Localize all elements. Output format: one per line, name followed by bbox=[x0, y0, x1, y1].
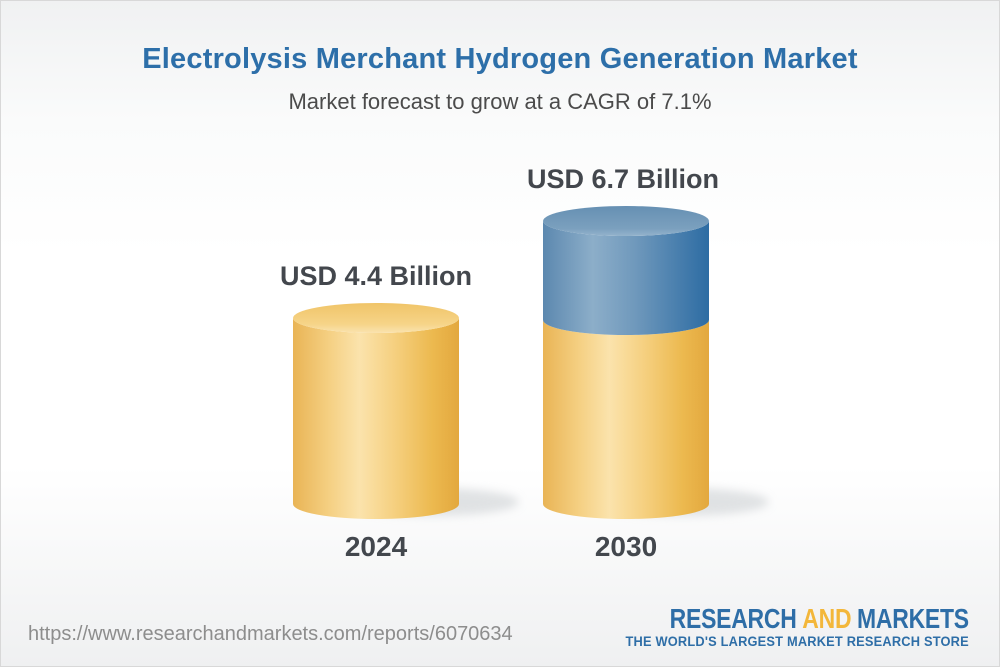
bar-2030-growth-segment bbox=[543, 221, 709, 335]
bar-2024-top-face bbox=[293, 303, 459, 333]
value-label-2030: USD 6.7 Billion bbox=[526, 164, 720, 194]
logo-word-and: AND bbox=[802, 603, 852, 634]
category-label-2030: 2030 bbox=[594, 531, 658, 562]
category-label-2024: 2024 bbox=[344, 531, 408, 562]
page-title: Electrolysis Merchant Hydrogen Generatio… bbox=[142, 43, 858, 75]
value-label-2024: USD 4.4 Billion bbox=[279, 261, 473, 291]
bar-2024-side bbox=[293, 318, 459, 519]
logo-word-research: RESEARCH bbox=[669, 603, 797, 634]
logo-word-markets: MARKETS bbox=[857, 603, 969, 634]
logo-tagline: THE WORLD'S LARGEST MARKET RESEARCH STOR… bbox=[625, 634, 969, 650]
bar-2030-base-segment bbox=[543, 320, 709, 519]
page-subtitle: Market forecast to grow at a CAGR of 7.1… bbox=[288, 89, 712, 114]
bar-2030-cylinder bbox=[543, 206, 709, 519]
logo-wordmark: RESEARCH AND MARKETS bbox=[670, 604, 969, 633]
bar-2030-top-face bbox=[543, 206, 709, 236]
report-url: https://www.researchandmarkets.com/repor… bbox=[28, 623, 513, 645]
research-and-markets-logo: RESEARCH AND MARKETS THE WORLD'S LARGEST M… bbox=[604, 604, 970, 650]
bar-2024-cylinder bbox=[293, 303, 459, 519]
